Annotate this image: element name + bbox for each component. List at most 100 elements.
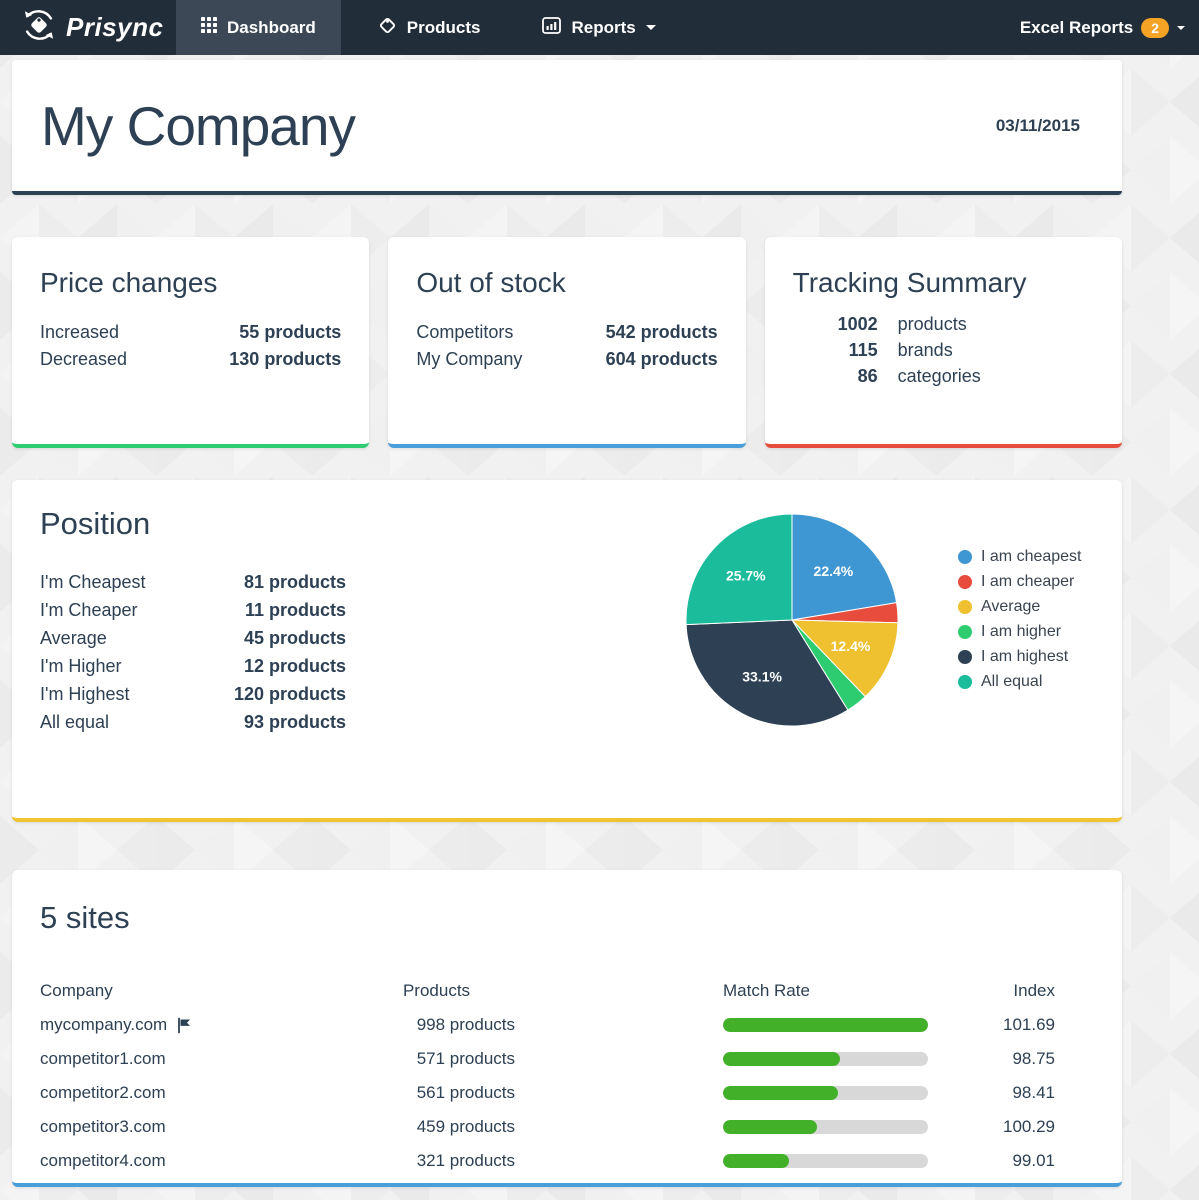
summary-card-out-of-stock: Out of stock Competitors 542 products My… <box>388 237 746 448</box>
position-row: I'm Cheaper 11 products <box>40 596 346 624</box>
site-index: 98.75 <box>1012 1049 1055 1068</box>
summary-card-tracking-summary: Tracking Summary 1002 products 115 brand… <box>764 237 1122 448</box>
legend-item: I am cheaper <box>958 569 1082 594</box>
summary-row: Decreased 130 products <box>40 346 341 373</box>
site-company: mycompany.com <box>40 1015 358 1035</box>
legend-item: I am higher <box>958 619 1082 644</box>
site-company: competitor2.com <box>40 1083 166 1102</box>
pie-slice-2 <box>790 619 899 698</box>
brand[interactable]: Prisync <box>0 0 176 55</box>
site-products: 998 products <box>416 1015 515 1034</box>
site-products: 571 products <box>416 1049 515 1068</box>
legend-label: I am highest <box>981 647 1069 665</box>
position-label: Average <box>40 628 107 648</box>
legend-label: All equal <box>981 672 1043 690</box>
legend-item: Average <box>958 594 1082 619</box>
column-header-company: Company <box>40 981 113 1000</box>
summary-label: brands <box>897 340 953 360</box>
column-header-match-rate: Match Rate <box>723 981 810 1000</box>
summary-value: 1002 <box>837 314 878 334</box>
position-card: Position I'm Cheapest 81 products I'm Ch… <box>12 480 1122 822</box>
summary-label: Decreased <box>40 349 128 369</box>
site-company: competitor1.com <box>40 1049 166 1068</box>
summary-label: Increased <box>40 322 120 342</box>
card-title: Tracking Summary <box>792 267 1027 298</box>
chevron-down-icon <box>1177 25 1185 30</box>
position-value: 12 products <box>243 656 346 676</box>
summary-value: 55 products <box>239 322 342 342</box>
position-row: Average 45 products <box>40 624 346 652</box>
pie-slice-5 <box>685 513 793 626</box>
site-match-rate-bar <box>723 1018 928 1032</box>
chevron-down-icon <box>645 25 656 30</box>
pie-slice-label: 22.4% <box>814 563 854 579</box>
nav-tab-products[interactable]: Products <box>353 0 506 55</box>
site-products: 321 products <box>416 1151 515 1170</box>
nav-tab-dashboard[interactable]: Dashboard <box>176 0 341 55</box>
tag-icon <box>378 16 397 40</box>
excel-reports-badge: 2 <box>1141 17 1169 38</box>
site-match-rate-bar <box>723 1154 928 1168</box>
site-row: competitor1.com 571 products 98.75 <box>40 1042 1094 1076</box>
summary-row: My Company 604 products <box>416 346 717 373</box>
summary-label: categories <box>897 366 981 386</box>
summary-card-price-changes: Price changes Increased 55 products Decr… <box>12 237 370 448</box>
excel-reports-label: Excel Reports <box>1019 17 1134 37</box>
brand-name: Prisync <box>66 12 164 42</box>
legend-item: I am highest <box>958 644 1082 669</box>
position-value: 45 products <box>243 628 346 648</box>
summary-row: 115 brands <box>793 337 1094 363</box>
legend-label: I am cheaper <box>981 572 1075 590</box>
site-index: 98.41 <box>1012 1083 1055 1102</box>
main-content: My Company 03/11/2015 Price changes Incr… <box>0 55 1199 1187</box>
summary-value: 542 products <box>605 322 718 342</box>
site-row: competitor2.com 561 products 98.41 <box>40 1076 1094 1110</box>
summary-row: Increased 55 products <box>40 319 341 346</box>
excel-reports-menu[interactable]: Excel Reports 2 <box>1020 0 1199 55</box>
nav-tab-label: Products <box>406 17 481 37</box>
site-row: mycompany.com 998 products 101.69 <box>40 1008 1094 1042</box>
nav-tab-label: Dashboard <box>227 17 316 37</box>
position-label: All equal <box>40 712 110 732</box>
site-match-rate-bar <box>723 1120 928 1134</box>
summary-label: Competitors <box>416 322 514 342</box>
site-company: competitor4.com <box>40 1151 166 1170</box>
position-label: I'm Higher <box>40 656 122 676</box>
legend-label: Average <box>981 597 1041 615</box>
site-row: competitor3.com 459 products 100.29 <box>40 1110 1094 1144</box>
legend-item: All equal <box>958 669 1082 694</box>
position-value: 120 products <box>233 684 346 704</box>
position-row: All equal 93 products <box>40 708 346 736</box>
summary-value: 115 <box>848 340 878 360</box>
position-pie-chart: 22.4% 12.4% 33.1% 25.7% <box>682 510 902 730</box>
site-products: 561 products <box>416 1083 515 1102</box>
position-row: I'm Higher 12 products <box>40 652 346 680</box>
page-title: My Company <box>41 94 356 157</box>
legend-label: I am cheapest <box>981 547 1082 565</box>
grid-icon <box>201 17 217 38</box>
prisync-logo-icon <box>20 6 58 49</box>
sites-table-header: Company Products Match Rate Index <box>40 974 1094 1008</box>
site-index: 101.69 <box>1003 1015 1055 1034</box>
summary-row: Competitors 542 products <box>416 319 717 346</box>
nav-tab-reports[interactable]: Reports <box>517 0 680 55</box>
position-row: I'm Highest 120 products <box>40 680 346 708</box>
legend-swatch-icon <box>958 574 972 589</box>
company-header-card: My Company 03/11/2015 <box>12 60 1122 195</box>
legend-item: I am cheapest <box>958 544 1082 569</box>
card-title: Price changes <box>40 267 218 298</box>
pie-slice-label: 25.7% <box>726 568 766 584</box>
site-match-rate-bar <box>723 1086 928 1100</box>
legend-swatch-icon <box>958 624 972 639</box>
position-value: 81 products <box>243 572 346 592</box>
site-index: 99.01 <box>1012 1151 1055 1170</box>
pie-legend: I am cheapest I am cheaper Average I am … <box>958 544 1082 694</box>
site-products: 459 products <box>416 1117 515 1136</box>
position-label: I'm Cheapest <box>40 572 146 592</box>
summary-value: 604 products <box>605 349 718 369</box>
summary-label: products <box>897 314 967 334</box>
position-value: 11 products <box>244 600 346 620</box>
card-title: Out of stock <box>416 267 566 298</box>
position-row: I'm Cheapest 81 products <box>40 568 346 596</box>
summary-label: My Company <box>416 349 523 369</box>
